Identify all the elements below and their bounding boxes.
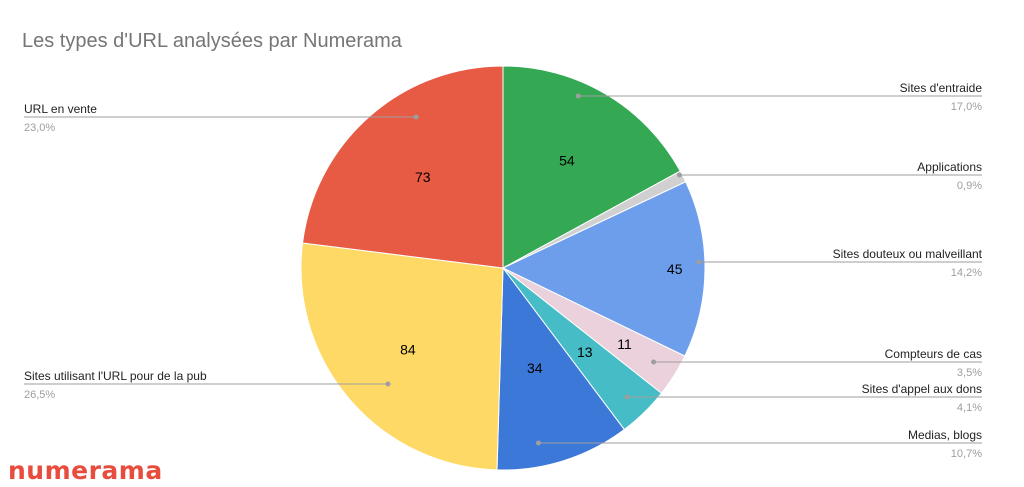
pie-slice xyxy=(496,266,626,471)
callout-dot xyxy=(676,172,682,178)
callout-percent-label: 0,9% xyxy=(957,180,982,192)
callout-dot xyxy=(624,394,630,400)
slice-value-label: 34 xyxy=(527,360,543,376)
callout-dot xyxy=(535,440,541,446)
callout-category-label: Sites d'entraide xyxy=(900,81,983,95)
callout-percent-label: 17,0% xyxy=(951,101,982,113)
callout-category-label: URL en vente xyxy=(24,102,97,116)
callout-dot xyxy=(575,93,581,99)
callout-percent-label: 10,7% xyxy=(951,448,982,460)
callout-percent-label: 14,2% xyxy=(951,267,982,279)
numerama-logo: numerama xyxy=(8,456,163,485)
slice-value-label: 54 xyxy=(559,152,575,168)
callout-percent-label: 4,1% xyxy=(957,402,982,414)
callout-category-label: Sites douteux ou malveillant xyxy=(833,247,983,261)
slice-value-label: 73 xyxy=(415,169,431,185)
slice-value-label: 13 xyxy=(577,344,593,360)
callout-category-label: Applications xyxy=(917,160,982,174)
callout-dot xyxy=(651,359,657,365)
callout-dot xyxy=(385,381,391,387)
chart-title: Les types d'URL analysées par Numerama xyxy=(22,30,402,52)
pie-slice xyxy=(300,242,504,471)
callout-category-label: Sites utilisant l'URL pour de la pub xyxy=(24,369,207,383)
callout-category-label: Medias, blogs xyxy=(908,428,982,442)
callout-dot xyxy=(696,259,702,265)
callout-percent-label: 3,5% xyxy=(957,367,982,379)
callout-dot xyxy=(413,114,419,120)
callout-percent-label: 23,0% xyxy=(24,122,55,134)
slice-value-label: 45 xyxy=(667,261,683,277)
pie-slice xyxy=(301,65,504,269)
slice-value-label: 11 xyxy=(617,336,632,352)
callout-percent-label: 26,5% xyxy=(24,389,55,401)
callout-category-label: Sites d'appel aux dons xyxy=(862,382,982,396)
callout-category-label: Compteurs de cas xyxy=(885,347,982,361)
pie-slice xyxy=(502,65,681,269)
slice-value-label: 84 xyxy=(400,342,416,358)
pie-slice xyxy=(501,181,706,357)
